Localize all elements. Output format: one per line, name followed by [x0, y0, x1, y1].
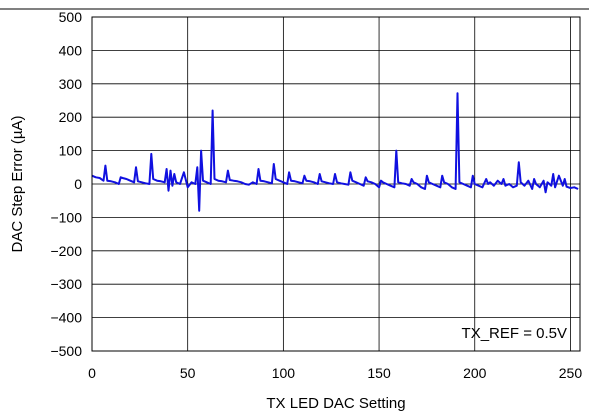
x-axis-title: TX LED DAC Setting — [266, 395, 405, 412]
y-tick-label: −100 — [50, 209, 82, 225]
y-tick-label: −500 — [50, 343, 82, 359]
y-tick-label: −200 — [50, 243, 82, 259]
annotation-tx-ref: TX_REF = 0.5V — [462, 325, 567, 342]
y-axis-title: DAC Step Error (µA) — [9, 115, 26, 252]
y-tick-label: 0 — [74, 176, 82, 192]
y-tick-label: 300 — [59, 76, 83, 92]
x-tick-label: 150 — [367, 365, 391, 381]
x-tick-label: 200 — [463, 365, 487, 381]
x-tick-label: 100 — [272, 365, 296, 381]
y-tick-label: −300 — [50, 276, 82, 292]
series-layer — [91, 92, 579, 212]
x-tick-labels: 0 50 100 150 200 250 — [88, 365, 582, 381]
y-tick-label: −400 — [50, 310, 82, 326]
plot-frame — [91, 16, 581, 352]
y-tick-labels: 500 400 300 200 100 0 −100 −200 −300 −400 −500 — [50, 9, 82, 359]
x-tick-label: 50 — [180, 365, 196, 381]
y-tick-label: 200 — [59, 109, 83, 125]
series-line — [91, 92, 579, 212]
y-tick-label: 500 — [59, 9, 83, 25]
y-tick-label: 400 — [59, 42, 83, 58]
y-tick-label: 100 — [59, 143, 83, 159]
x-tick-label: 250 — [559, 365, 583, 381]
x-tick-label: 0 — [88, 365, 96, 381]
